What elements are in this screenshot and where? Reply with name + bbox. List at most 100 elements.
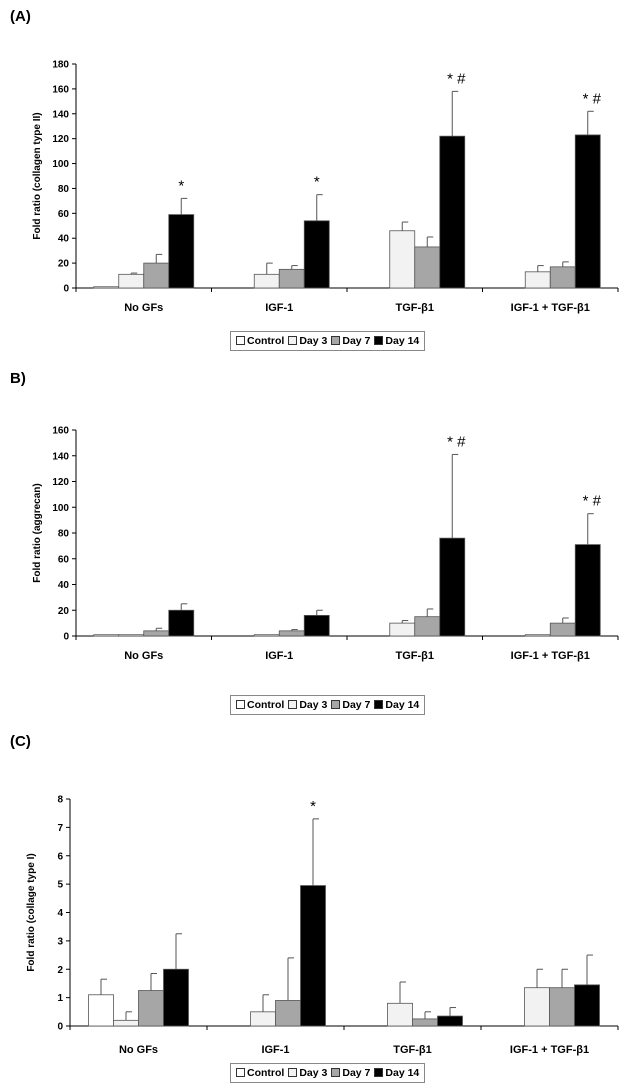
bar-control-no-gfs [93,634,120,637]
y-tick-label: 0 [57,1022,63,1033]
chart-panel-a: (A) 0 20 40 60 80 100 120 140 160 180 Fold ratio (… [0,0,625,360]
y-tick-label: 2 [57,965,63,976]
bar-day-3-no-gfs [113,1019,139,1027]
y-axis-label: Fold ratio (collagen type II) [32,112,43,239]
bar-day-14-igf-1-tgf-1 [574,544,601,637]
y-tick-label: 60 [58,209,70,220]
legend-label: Control [247,699,285,711]
legend-swatch [331,335,341,345]
legend-swatch [236,335,245,345]
y-tick-label: 4 [57,908,63,919]
category-label: TGF-β1 [393,1044,432,1056]
bar-day-14-tgf-1 [439,135,466,289]
y-tick-label: 1 [57,993,63,1004]
bar-day-3-no-gfs [118,273,145,289]
legend-label: Day 3 [299,699,328,711]
y-tick-label: 180 [52,60,69,71]
legend-label: Day 14 [385,335,420,347]
y-axis-label: Fold ratio (aggrecan) [32,483,43,582]
bar-day-7-igf-1-tgf-1 [549,266,576,289]
legend-label: Day 3 [299,1067,328,1079]
chart-a-svg: 0 20 40 60 80 100 120 140 160 180 Fold ratio (coll… [32,60,619,314]
y-tick-label: 80 [58,529,70,540]
bar-day-7-igf-1-tgf-1 [549,987,575,1027]
bar-day-3-igf-1-tgf-1 [524,634,551,637]
category-label: IGF-1 + TGF-β1 [510,1044,589,1056]
legend-item-day-14: Day 14 [374,334,419,348]
category-label: IGF-1 [265,650,293,662]
bar-day-3-tgf-1 [389,622,416,637]
bar-day-3-igf-1 [253,273,280,289]
legend-label: Day 7 [342,1067,371,1079]
bar-day-7-no-gfs [143,630,170,637]
category-label: TGF-β1 [396,650,435,662]
legend-swatch [374,1067,384,1077]
y-tick-label: 20 [58,606,70,617]
bar-day-3-no-gfs [118,634,145,637]
y-tick-label: 5 [57,880,63,891]
y-tick-label: 20 [58,259,70,270]
chart-legend: Control Day 3 Day 7 Day 14 [230,1063,426,1083]
legend-label: Control [247,1067,285,1079]
category-label: No GFs [124,302,163,314]
category-label: No GFs [124,650,163,662]
chart-panel-b: B) 0 20 40 60 80 100 120 140 160 Fold ratio (aggr… [0,362,625,722]
significance-annotation: * # [447,433,466,450]
chart-c-svg: 0 1 2 3 4 5 6 7 8 Fold ratio (collage type I) No G… [26,795,619,1056]
bar-day-14-tgf-1 [439,537,466,637]
y-tick-label: 3 [57,936,63,947]
legend-label: Day 7 [342,335,371,347]
category-label: IGF-1 + TGF-β1 [511,650,590,662]
chart-panel-c: (C) 0 1 2 3 4 5 6 7 8 Fold ratio (collage type I)… [0,725,625,1087]
category-label: IGF-1 + TGF-β1 [511,302,590,314]
significance-annotation: * # [447,70,466,87]
bar-day-3-igf-1-tgf-1 [524,271,551,289]
legend-item-day-7: Day 7 [331,334,370,348]
legend-swatch [331,1067,341,1077]
category-label: IGF-1 [265,302,293,314]
y-tick-label: 0 [63,632,69,643]
significance-annotation: * [178,177,184,194]
bar-day-14-igf-1-tgf-1 [574,984,600,1027]
y-tick-label: 160 [52,426,69,437]
y-tick-label: 7 [57,823,63,834]
legend-label: Control [247,335,285,347]
legend-item-control: Control [236,334,284,348]
legend-swatch [331,699,341,709]
legend-item-day-7: Day 7 [331,698,370,712]
chart-legend: Control Day 3 Day 7 Day 14 [230,331,426,351]
bar-day-7-igf-1 [278,630,305,637]
significance-annotation: * # [583,493,602,510]
legend-swatch [288,699,298,709]
bar-day-7-no-gfs [138,990,164,1027]
bar-day-14-igf-1 [303,614,330,637]
legend-label: Day 3 [299,335,328,347]
legend-swatch [374,699,384,709]
y-tick-label: 6 [57,851,63,862]
bar-day-14-no-gfs [168,609,195,637]
bar-day-3-igf-1-tgf-1 [524,987,550,1027]
bar-day-7-tgf-1 [414,616,441,637]
bar-day-14-igf-1 [300,885,326,1027]
significance-annotation: * [310,798,316,815]
bar-day-3-tgf-1 [389,230,416,289]
bar-day-7-igf-1 [275,1000,301,1027]
bar-day-7-igf-1 [278,268,305,289]
y-tick-label: 140 [52,451,69,462]
bar-day-14-igf-1 [303,220,330,289]
legend-swatch [288,1067,298,1077]
legend-item-day-14: Day 14 [374,698,419,712]
panel-label: (A) [10,8,31,25]
bar-control-no-gfs [93,286,120,289]
bar-day-3-igf-1 [250,1011,276,1027]
significance-annotation: * [314,174,320,191]
y-tick-label: 140 [52,109,69,120]
category-label: No GFs [119,1044,158,1056]
chart-legend: Control Day 3 Day 7 Day 14 [230,695,426,715]
bar-day-7-igf-1-tgf-1 [549,622,576,637]
legend-item-day-3: Day 3 [288,698,327,712]
legend-label: Day 14 [385,699,420,711]
legend-item-day-14: Day 14 [374,1066,419,1080]
legend-swatch [374,335,384,345]
y-tick-label: 100 [52,503,69,514]
